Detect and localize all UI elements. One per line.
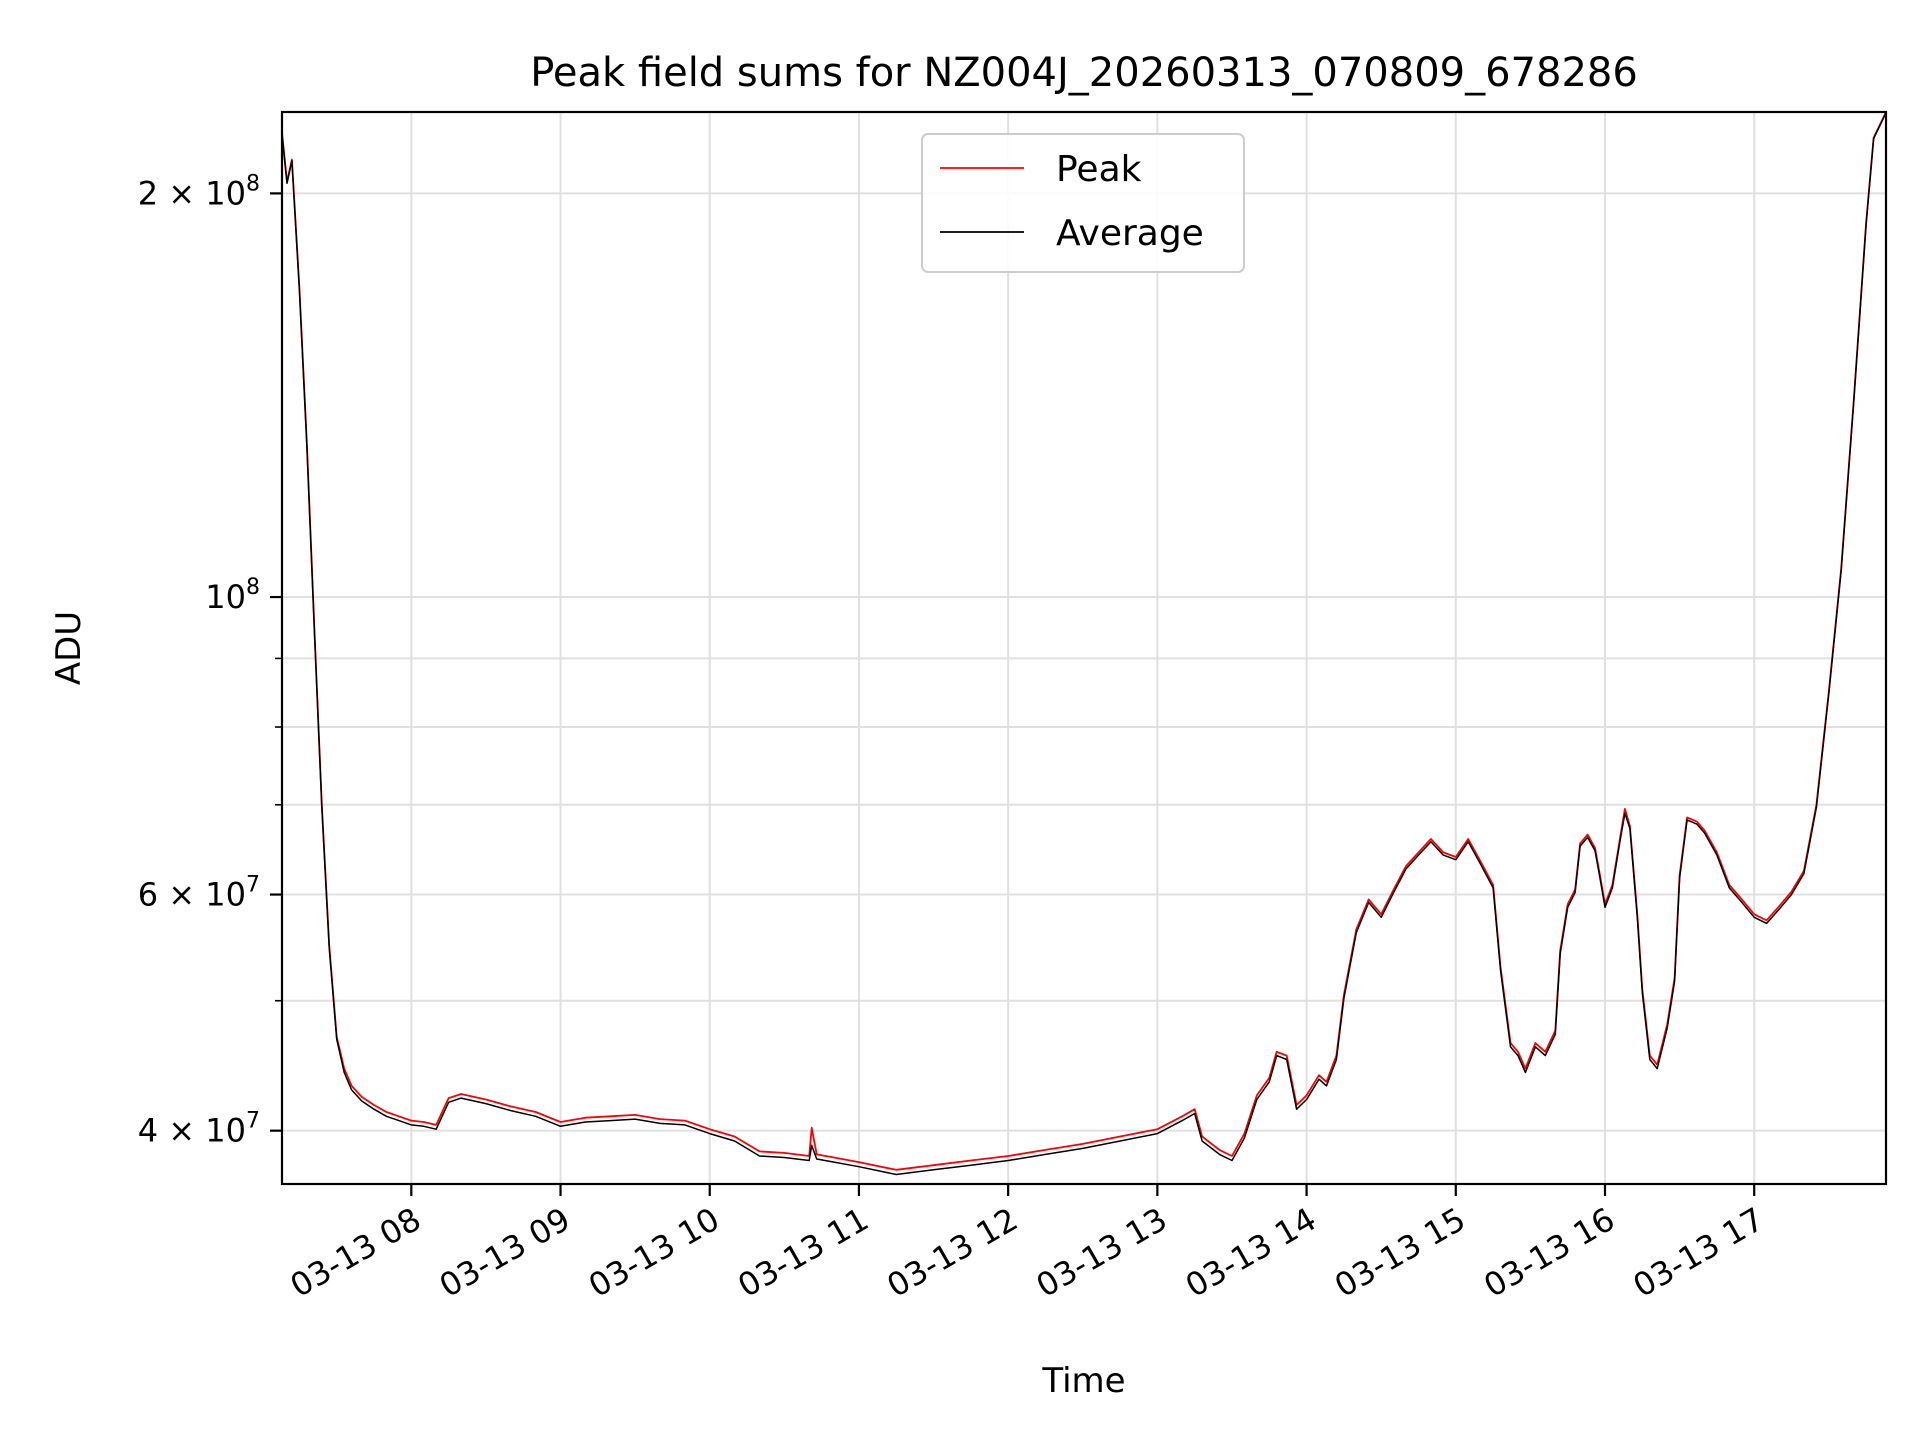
x-tick-label: 03-13 08 <box>284 1200 428 1305</box>
x-tick-label: 03-13 12 <box>881 1200 1025 1305</box>
legend: Peak Average <box>921 133 1245 273</box>
legend-label-average: Average <box>1056 213 1204 254</box>
series-layer <box>281 111 1887 1176</box>
x-tick-label: 03-13 16 <box>1477 1200 1621 1305</box>
x-tick-label: 03-13 11 <box>731 1200 875 1305</box>
x-tick-label: 03-13 17 <box>1627 1200 1771 1305</box>
y-axis-label: ADU <box>49 611 89 685</box>
legend-label-peak: Peak <box>1056 149 1142 190</box>
axis-ticks: 03-13 08 03-13 09 03-13 10 03-13 11 03-13 12… <box>138 171 1770 1304</box>
x-tick-label: 03-13 14 <box>1179 1200 1323 1305</box>
x-tick-label: 03-13 15 <box>1328 1200 1472 1305</box>
chart-title: Peak field sums for NZ004J_20260313_0708… <box>530 50 1638 96</box>
x-tick-label: 03-13 10 <box>582 1200 726 1305</box>
plot-frame <box>280 110 1888 1186</box>
y-tick-label: 6 × 107 <box>138 873 260 914</box>
series-line-average <box>281 112 1887 1176</box>
x-tick-label: 03-13 09 <box>433 1200 577 1305</box>
y-tick-label: 2 × 108 <box>138 171 260 212</box>
y-tick-label: 108 <box>205 575 260 616</box>
y-tick-label: 4 × 107 <box>138 1109 260 1150</box>
x-axis-label: Time <box>1041 1361 1125 1401</box>
x-tick-label: 03-13 13 <box>1030 1200 1174 1305</box>
